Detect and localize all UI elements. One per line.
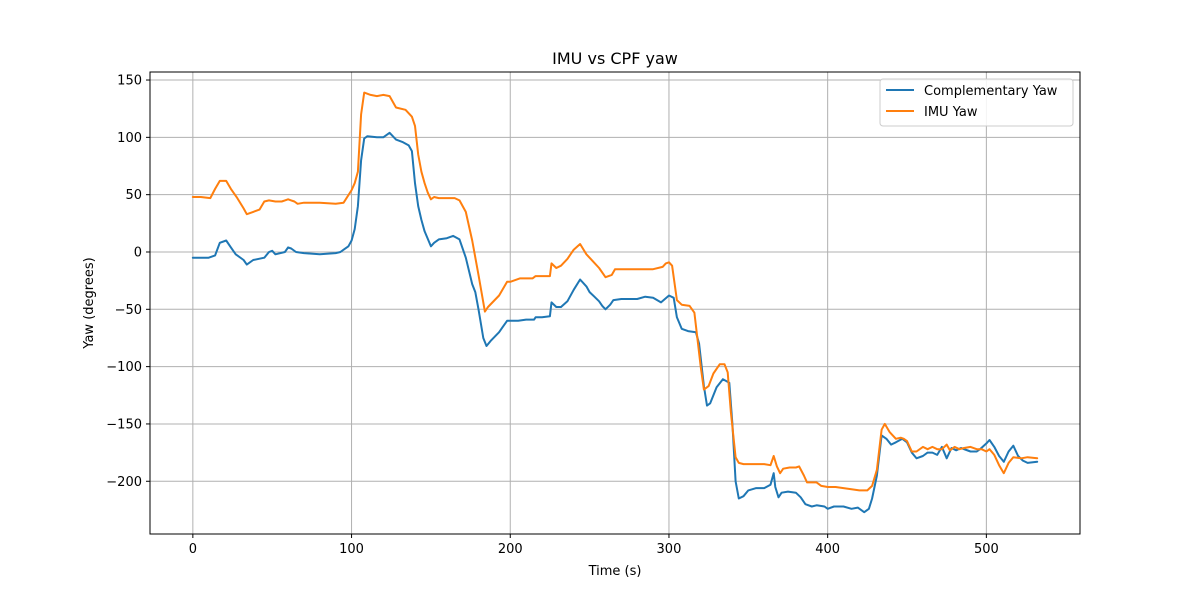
y-tick-label: 150 (117, 74, 142, 89)
legend-label-complementary-yaw: Complementary Yaw (924, 84, 1058, 99)
x-tick-label: 400 (815, 542, 840, 557)
y-tick-label: 0 (134, 245, 142, 260)
y-tick-label: 50 (125, 188, 142, 203)
y-tick-label: −50 (115, 303, 142, 318)
y-tick-label: −200 (106, 475, 142, 490)
x-tick-label: 200 (498, 542, 523, 557)
x-tick-label: 500 (974, 542, 999, 557)
series-layer (191, 91, 1039, 514)
x-tick-label: 100 (339, 542, 364, 557)
x-axis-ticks: 0 100 200 300 400 500 (189, 534, 999, 557)
chart-title: IMU vs CPF yaw (552, 49, 678, 68)
legend: Complementary Yaw IMU Yaw (879, 78, 1074, 127)
legend-label-imu-yaw: IMU Yaw (924, 105, 978, 120)
y-tick-label: −150 (106, 417, 142, 432)
x-axis-label: Time (s) (588, 564, 642, 579)
series-line-imu-yaw (191, 91, 1039, 492)
x-tick-label: 300 (657, 542, 682, 557)
grid (150, 72, 1080, 534)
y-axis-label: Yaw (degrees) (82, 257, 97, 349)
y-tick-label: 100 (117, 131, 142, 146)
y-axis-ticks: −200 −150 −100 −50 0 50 100 150 (106, 74, 150, 490)
y-tick-label: −100 (106, 360, 142, 375)
x-tick-label: 0 (189, 542, 197, 557)
legend-box (879, 78, 1074, 127)
plot-frame (149, 71, 1081, 535)
